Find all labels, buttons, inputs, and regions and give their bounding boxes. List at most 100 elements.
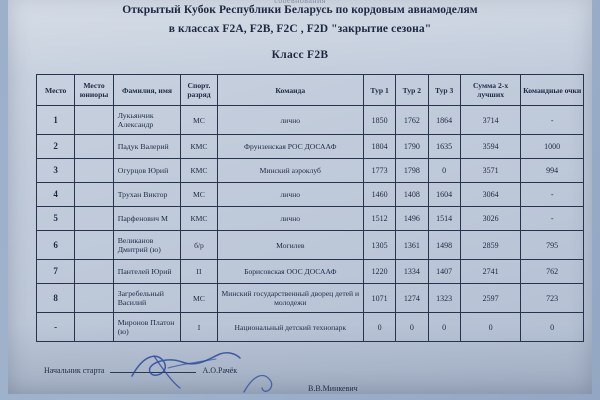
cell-sum-best2: 3026 [459, 206, 522, 231]
results-table: Место Место юниоры Фамилия, имя Спорт. р… [35, 74, 584, 342]
cell-place-juniors [74, 134, 114, 159]
cell-round3: 1407 [427, 259, 461, 284]
column-header-round3: Тур 3 [427, 74, 461, 106]
cell-name: Великанов Дмитрий (ю) [112, 230, 182, 260]
cell-name: Загребельный Василий [112, 283, 182, 313]
cell-round3: 0 [427, 312, 461, 342]
table-row: 6 Великанов Дмитрий (ю) б/р Могилев 1305… [35, 230, 584, 260]
cell-round1: 1804 [362, 134, 397, 159]
cell-place-juniors [74, 105, 114, 135]
cell-team: Минский государственный дворец детей и м… [216, 283, 364, 313]
cell-team: лично [216, 182, 364, 207]
cell-team: Могилев [216, 230, 364, 260]
cell-name: Миронов Платон (ю) [112, 312, 182, 342]
cell-rank: МС [180, 105, 218, 135]
cell-place: 6 [35, 230, 76, 260]
cell-round2: 1798 [395, 158, 429, 183]
cell-team-points: 994 [520, 158, 584, 183]
signature-line-start-chief: Начальник старта А.О.Рачёк [44, 364, 237, 375]
column-header-round2: Тур 2 [395, 74, 429, 106]
cell-place-juniors [74, 206, 114, 231]
cell-round1: 1305 [362, 230, 397, 260]
cell-team-points: 1000 [520, 134, 584, 159]
cell-sum-best2: 2597 [459, 283, 522, 313]
cell-round2: 1361 [395, 230, 429, 260]
document-title-line-1: Открытый Кубок Республики Беларусь по ко… [122, 4, 478, 16]
cell-place-juniors [74, 182, 114, 207]
secondary-name: В.В.Минкевич [308, 384, 358, 393]
cell-round1: 1220 [362, 259, 397, 284]
cell-team: Фрунзенская РОС ДОСААФ [216, 134, 364, 159]
cell-round3: 1604 [427, 182, 461, 207]
cell-round2: 1762 [395, 105, 429, 135]
cell-sum-best2: 3571 [459, 158, 522, 183]
table-row: 4 Трухан Виктор МС лично 1460 1408 1604 … [35, 182, 584, 207]
cell-sum-best2: 2741 [459, 259, 522, 284]
cell-rank: II [180, 259, 218, 284]
cell-place: 5 [35, 206, 76, 231]
table-row: 8 Загребельный Василий МС Минский госуда… [35, 283, 584, 313]
cell-place-juniors [74, 230, 114, 260]
cell-round1: 1071 [362, 283, 397, 313]
table-row: 1 Лукьянчик Александр МС лично 1850 1762… [35, 105, 584, 135]
start-chief-name: А.О.Рачёк [202, 366, 238, 375]
cell-place-juniors [74, 158, 114, 183]
paper-sheet: соревнования Открытый Кубок Республики Б… [8, 0, 592, 394]
cell-round2: 1334 [395, 259, 429, 284]
cell-name: Парфенович М [112, 206, 182, 231]
cell-sum-best2: 3064 [459, 182, 522, 207]
signature-rule [110, 364, 197, 373]
table-row: 5 Парфенович М КМС лично 1512 1496 1514 … [35, 206, 584, 231]
cell-round2: 0 [395, 312, 429, 342]
cell-team: Национальный детский технопарк [216, 312, 364, 342]
cell-team: Минский аэроклуб [216, 158, 364, 183]
cell-place: 1 [35, 105, 76, 135]
cell-team: лично [216, 105, 364, 135]
cell-rank: КМС [180, 206, 218, 231]
cell-place: 4 [35, 182, 76, 207]
column-header-round1: Тур 1 [362, 74, 397, 106]
cell-round1: 1773 [362, 158, 397, 183]
cell-round2: 1274 [395, 283, 429, 313]
table-row: 2 Падук Валерий КМС Фрунзенская РОС ДОСА… [35, 134, 584, 159]
cell-team-points: 723 [520, 283, 584, 313]
cell-round3: 1864 [427, 105, 461, 135]
column-header-sum-best2: Сумма 2-х лучших [459, 74, 522, 106]
column-header-name: Фамилия, имя [112, 74, 182, 106]
cell-place: 2 [35, 134, 76, 159]
cell-round3: 1514 [427, 206, 461, 231]
cell-name: Падук Валерий [112, 134, 182, 159]
cell-round1: 1850 [362, 105, 397, 135]
cell-place: 3 [35, 158, 76, 183]
cell-round3: 0 [427, 158, 461, 183]
cropped-top-line: соревнования [8, 0, 592, 3]
cell-round1: 1460 [362, 182, 397, 207]
cell-rank: КМС [180, 134, 218, 159]
cell-team-points: 795 [520, 230, 584, 260]
cell-rank: КМС [180, 158, 218, 183]
cell-round1: 1512 [362, 206, 397, 231]
cell-team-points: 762 [520, 259, 584, 284]
cell-round3: 1498 [427, 230, 461, 260]
cell-name: Трухан Виктор [112, 182, 182, 207]
cell-sum-best2: 2859 [459, 230, 522, 260]
handwritten-signature-secondary [243, 374, 273, 393]
document-title-line-2: в классах F2A, F2B, F2C , F2D "закрытие … [168, 23, 432, 35]
cell-team-points: - [520, 105, 584, 135]
cell-team-points: 0 [520, 312, 584, 342]
cell-team: Борисовская ООС ДОСААФ [216, 259, 364, 284]
column-header-place: Место [35, 74, 76, 106]
cell-rank: I [180, 312, 218, 342]
cell-place-juniors [74, 283, 114, 313]
table-row: 3 Огурцов Юрий КМС Минский аэроклуб 1773… [35, 158, 584, 183]
cell-round2: 1790 [395, 134, 429, 159]
table-row: 7 Пантелей Юрий II Борисовская ООС ДОСАА… [35, 259, 584, 284]
cell-round3: 1635 [427, 134, 461, 159]
column-header-place-juniors: Место юниоры [74, 74, 114, 106]
cell-rank: МС [180, 182, 218, 207]
cell-team-points: - [520, 182, 584, 207]
cell-team: лично [216, 206, 364, 231]
column-header-team-points: Командные очки [520, 74, 584, 106]
class-heading: Класс F2B [271, 49, 329, 61]
